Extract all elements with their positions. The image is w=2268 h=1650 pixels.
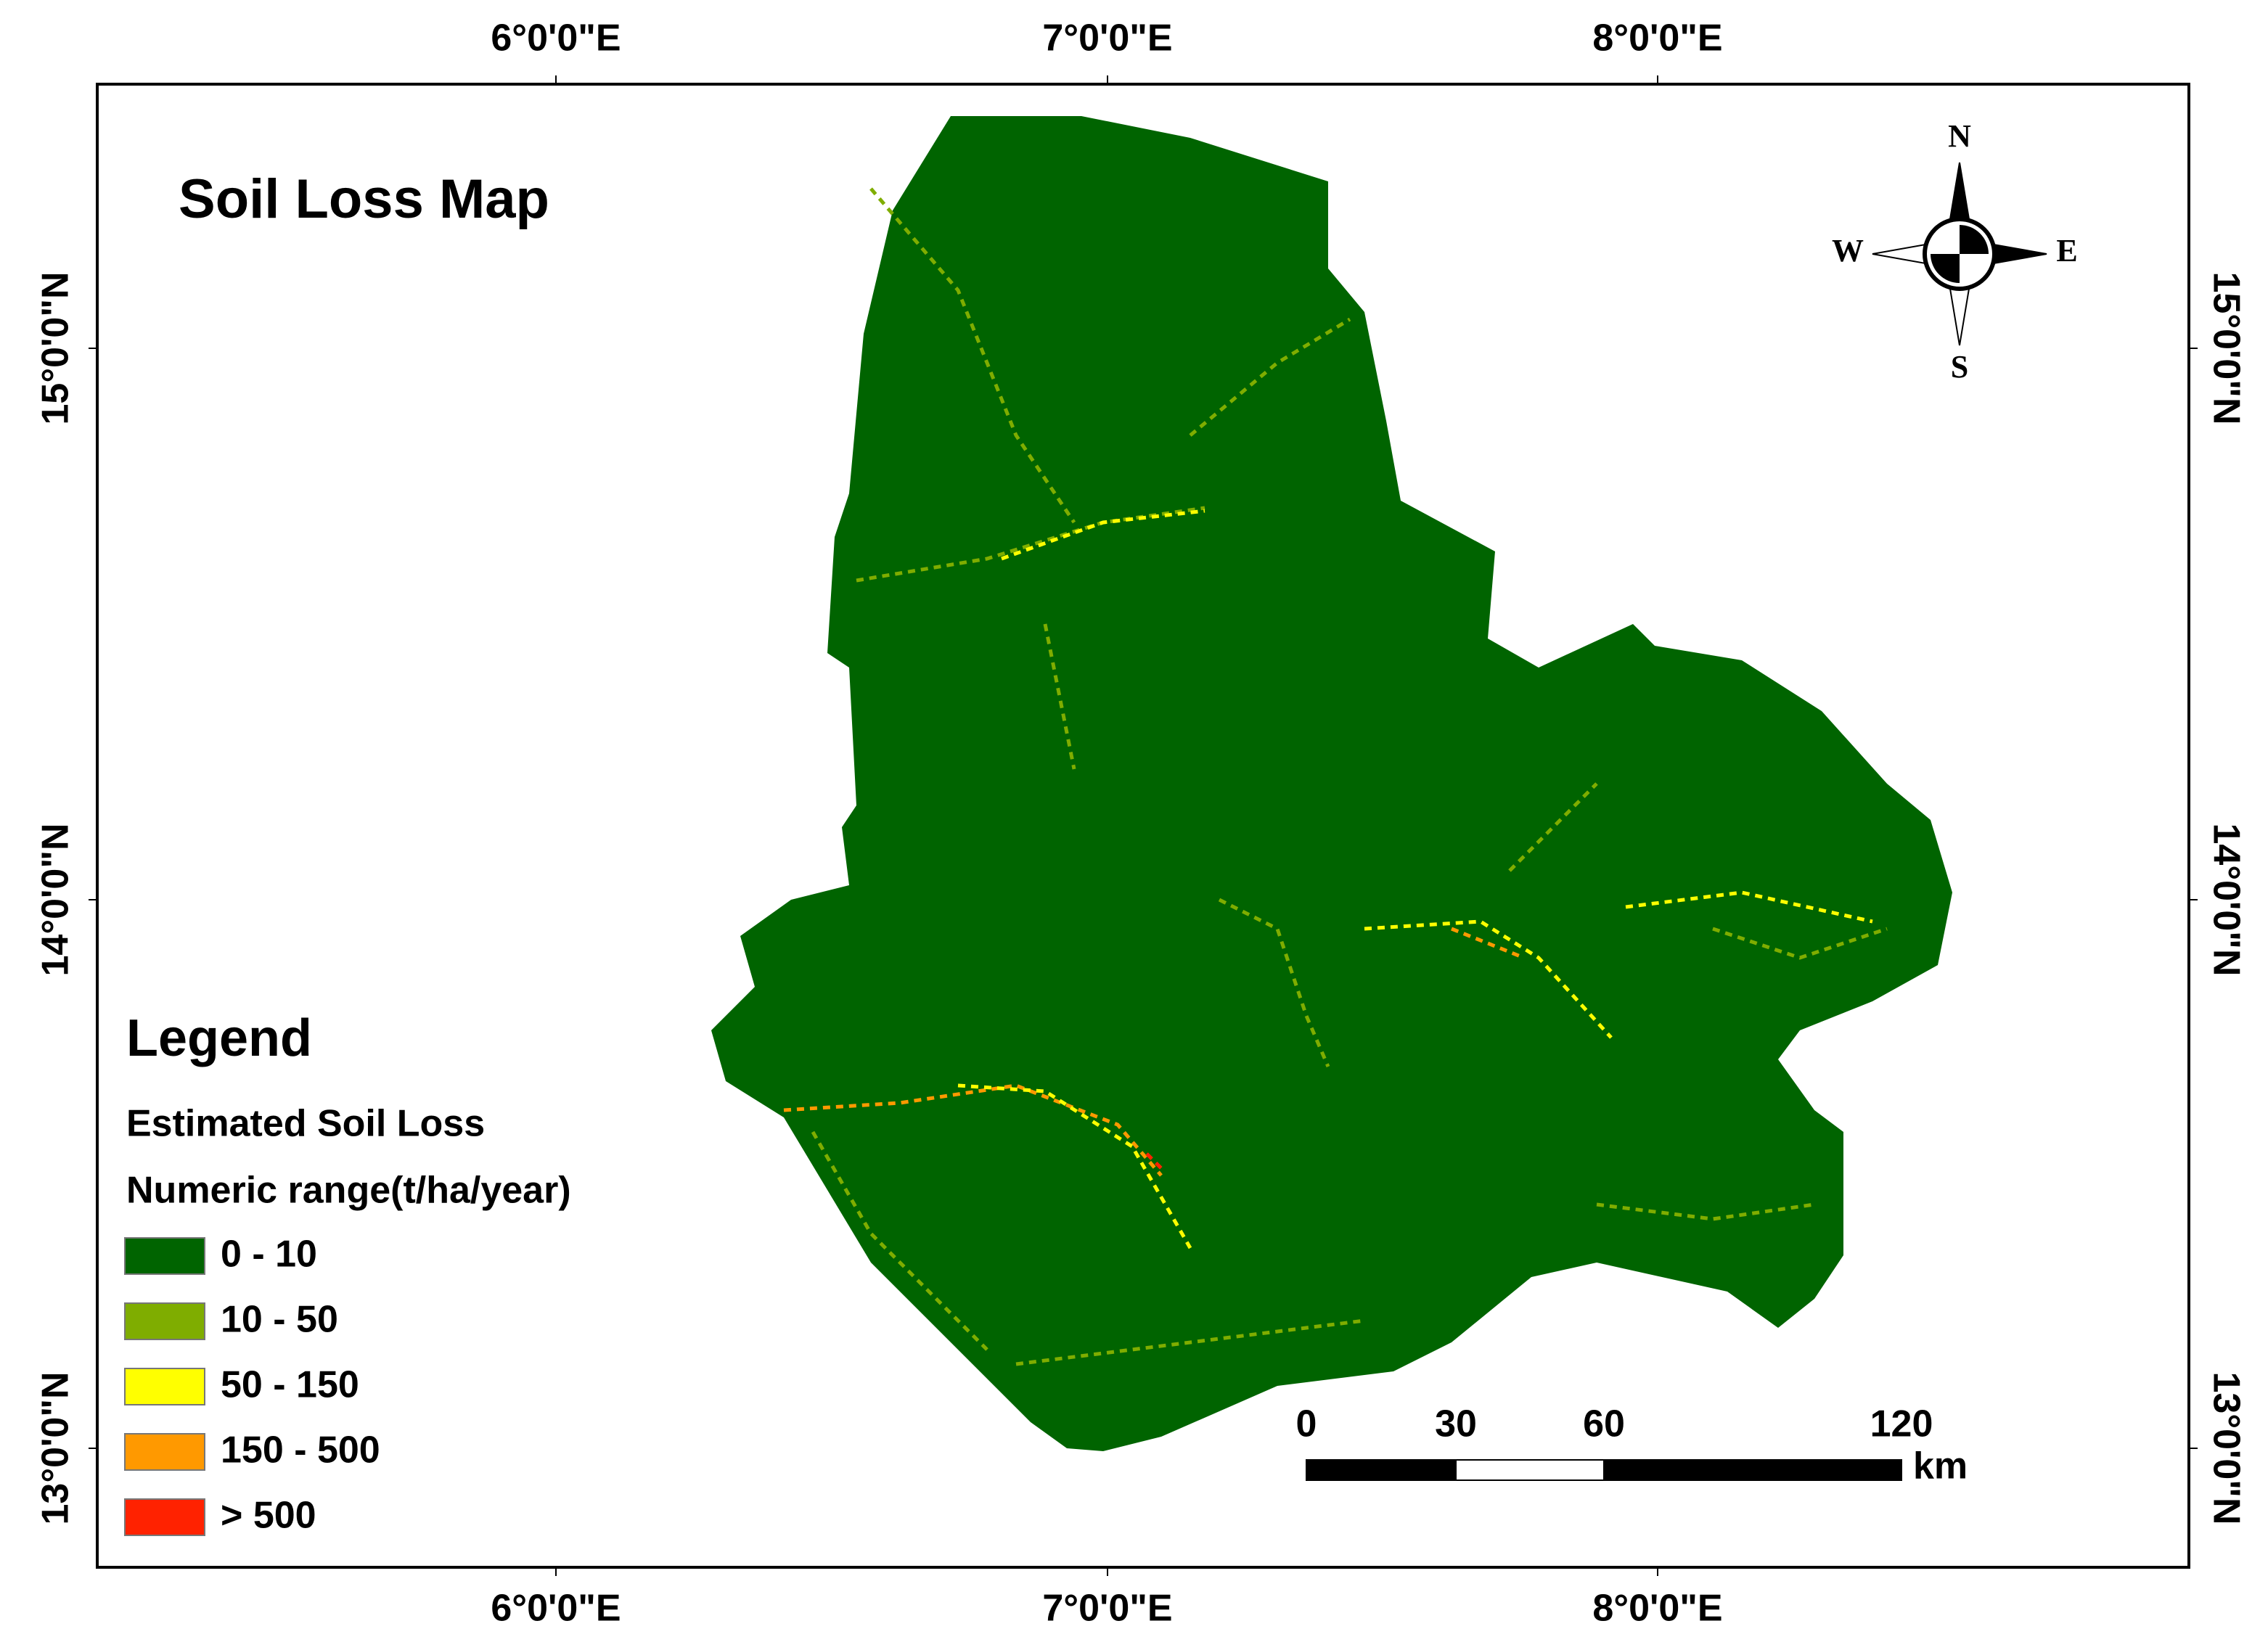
- scale-label: 30: [1435, 1403, 1477, 1445]
- scale-bar: 0 30 60 120 km: [1296, 1403, 1968, 1487]
- legend-label: 0 - 10: [221, 1234, 317, 1276]
- legend-label: 10 - 50: [221, 1299, 338, 1341]
- longitude-label: 7°0'0"E: [1042, 17, 1172, 59]
- legend-units: Numeric range(t/ha/year): [126, 1170, 571, 1212]
- study-area: [711, 116, 1952, 1451]
- compass-west: W: [1832, 233, 1864, 268]
- latitude-label: 15°0'0"N: [35, 271, 77, 424]
- drainage-texture: [783, 187, 1888, 1366]
- longitude-label: 6°0'0"E: [491, 17, 621, 59]
- latitude-label: 14°0'0"N: [35, 823, 77, 976]
- longitude-label: 8°0'0"E: [1592, 1588, 1722, 1630]
- compass-east: E: [2056, 233, 2077, 268]
- legend-subtitle: Estimated Soil Loss: [126, 1103, 485, 1145]
- scale-segment: [1455, 1459, 1605, 1481]
- latitude-label: 13°0'0"N: [35, 1371, 77, 1524]
- legend-label: > 500: [221, 1495, 316, 1537]
- longitude-label: 8°0'0"E: [1592, 17, 1722, 59]
- compass-center: [1931, 225, 1989, 283]
- scale-segment: [1603, 1459, 1902, 1481]
- compass-north: N: [1948, 118, 1971, 154]
- legend-label: 50 - 150: [221, 1364, 359, 1406]
- scale-unit: km: [1913, 1445, 1968, 1487]
- legend-label: 150 - 500: [221, 1429, 380, 1472]
- latitude-label: 15°0'0"N: [2205, 271, 2247, 424]
- legend-swatch: [124, 1302, 205, 1340]
- legend: Legend Estimated Soil Loss Numeric range…: [124, 1009, 571, 1537]
- longitude-label: 7°0'0"E: [1042, 1588, 1172, 1630]
- legend-swatch: [124, 1368, 205, 1405]
- scale-label: 60: [1583, 1403, 1625, 1445]
- legend-title: Legend: [126, 1009, 312, 1067]
- legend-swatch: [124, 1237, 205, 1275]
- latitude-label: 13°0'0"N: [2205, 1371, 2247, 1524]
- region-shape: [711, 116, 1952, 1451]
- legend-swatch: [124, 1498, 205, 1536]
- compass-south: S: [1951, 349, 1968, 385]
- map-title: Soil Loss Map: [179, 168, 549, 230]
- north-arrow: N S E W: [1832, 118, 2078, 385]
- scale-segment: [1306, 1459, 1457, 1481]
- latitude-label: 14°0'0"N: [2205, 823, 2247, 976]
- scale-label: 0: [1296, 1403, 1317, 1445]
- longitude-label: 6°0'0"E: [491, 1588, 621, 1630]
- scale-label: 120: [1870, 1403, 1933, 1445]
- legend-swatch: [124, 1433, 205, 1471]
